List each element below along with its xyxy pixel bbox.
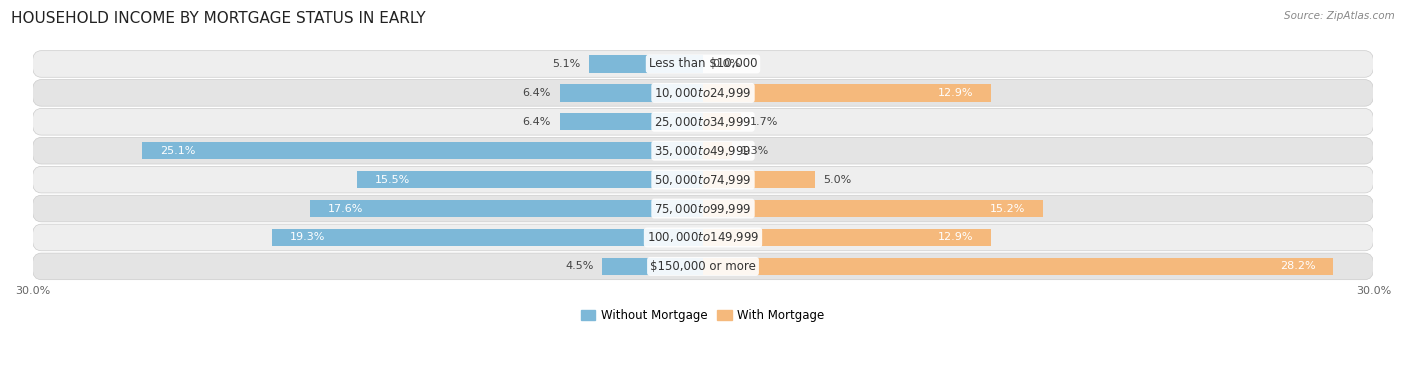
Bar <box>703 84 991 101</box>
FancyBboxPatch shape <box>32 195 1374 222</box>
FancyBboxPatch shape <box>32 166 1374 193</box>
Bar <box>703 113 741 130</box>
Legend: Without Mortgage, With Mortgage: Without Mortgage, With Mortgage <box>576 304 830 326</box>
Text: 1.7%: 1.7% <box>749 117 779 127</box>
Text: 6.4%: 6.4% <box>523 88 551 98</box>
Text: 5.0%: 5.0% <box>824 175 852 185</box>
Bar <box>142 142 703 159</box>
FancyBboxPatch shape <box>32 80 1374 106</box>
Text: $35,000 to $49,999: $35,000 to $49,999 <box>654 144 752 158</box>
Bar <box>560 113 703 130</box>
Text: $75,000 to $99,999: $75,000 to $99,999 <box>654 202 752 216</box>
Bar <box>357 171 703 188</box>
Text: 17.6%: 17.6% <box>328 204 363 213</box>
Text: 12.9%: 12.9% <box>938 88 973 98</box>
FancyBboxPatch shape <box>32 224 1374 251</box>
Text: 5.1%: 5.1% <box>551 59 581 69</box>
Text: $100,000 to $149,999: $100,000 to $149,999 <box>647 230 759 244</box>
Text: 15.5%: 15.5% <box>374 175 409 185</box>
Bar <box>703 258 1333 275</box>
Text: 1.3%: 1.3% <box>741 146 769 156</box>
Text: Less than $10,000: Less than $10,000 <box>648 57 758 70</box>
Text: 0.0%: 0.0% <box>711 59 740 69</box>
Text: 15.2%: 15.2% <box>990 204 1025 213</box>
Text: $50,000 to $74,999: $50,000 to $74,999 <box>654 173 752 187</box>
Bar <box>703 229 991 246</box>
Text: Source: ZipAtlas.com: Source: ZipAtlas.com <box>1284 11 1395 21</box>
Text: 6.4%: 6.4% <box>523 117 551 127</box>
Text: $10,000 to $24,999: $10,000 to $24,999 <box>654 86 752 100</box>
FancyBboxPatch shape <box>32 109 1374 135</box>
Text: HOUSEHOLD INCOME BY MORTGAGE STATUS IN EARLY: HOUSEHOLD INCOME BY MORTGAGE STATUS IN E… <box>11 11 426 26</box>
Bar <box>703 142 733 159</box>
Bar <box>703 200 1043 217</box>
Bar <box>602 258 703 275</box>
Bar <box>589 55 703 73</box>
Text: 4.5%: 4.5% <box>565 261 593 271</box>
Text: 28.2%: 28.2% <box>1279 261 1315 271</box>
FancyBboxPatch shape <box>32 253 1374 280</box>
Bar <box>271 229 703 246</box>
Bar <box>560 84 703 101</box>
Text: 12.9%: 12.9% <box>938 233 973 242</box>
Text: $150,000 or more: $150,000 or more <box>650 260 756 273</box>
FancyBboxPatch shape <box>32 137 1374 164</box>
Bar <box>703 171 814 188</box>
Bar <box>309 200 703 217</box>
Text: 25.1%: 25.1% <box>160 146 195 156</box>
Text: 19.3%: 19.3% <box>290 233 325 242</box>
FancyBboxPatch shape <box>32 51 1374 77</box>
Text: $25,000 to $34,999: $25,000 to $34,999 <box>654 115 752 129</box>
